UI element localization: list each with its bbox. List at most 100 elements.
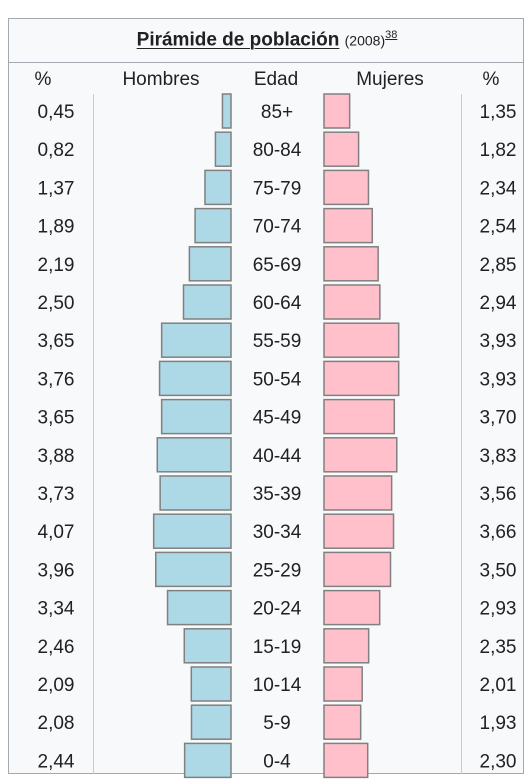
pct-hombres-label: 3,96 xyxy=(38,560,75,581)
bar-hombres-15-19 xyxy=(183,628,232,664)
pct-mujeres-label: 2,85 xyxy=(480,255,517,276)
header-mujeres: Mujeres xyxy=(356,69,424,90)
pct-hombres-label: 4,07 xyxy=(38,522,75,543)
bar-mujeres-60-64 xyxy=(323,284,381,320)
bar-mujeres-85+ xyxy=(323,93,351,129)
age-group-label: 40-44 xyxy=(253,446,302,467)
bar-hombres-40-44 xyxy=(156,437,232,473)
bar-hombres-80-84 xyxy=(214,131,232,167)
header-hombres: Hombres xyxy=(122,69,200,90)
age-group-label: 10-14 xyxy=(253,675,302,696)
age-group-label: 15-19 xyxy=(253,637,302,658)
bar-mujeres-75-79 xyxy=(323,169,370,206)
pct-hombres-label: 0,82 xyxy=(38,140,75,161)
age-group-label: 20-24 xyxy=(253,599,302,620)
bar-hombres-10-14 xyxy=(190,666,232,702)
bar-hombres-65-69 xyxy=(188,246,232,282)
pct-mujeres-label: 2,93 xyxy=(480,599,517,620)
pct-mujeres-label: 1,93 xyxy=(480,713,517,734)
bar-mujeres-65-69 xyxy=(323,246,379,282)
bar-hombres-35-39 xyxy=(159,475,232,511)
pct-mujeres-label: 3,93 xyxy=(480,369,517,390)
pct-hombres-label: 2,08 xyxy=(38,713,75,734)
pct-hombres-label: 3,65 xyxy=(38,408,75,429)
bar-mujeres-20-24 xyxy=(323,589,381,626)
chart-title: Pirámide de población (2008)38 xyxy=(9,29,525,51)
age-group-label: 80-84 xyxy=(253,140,302,161)
age-group-label: 25-29 xyxy=(253,560,302,581)
bar-mujeres-45-49 xyxy=(323,398,396,435)
bar-hombres-50-54 xyxy=(158,360,232,397)
age-group-label: 75-79 xyxy=(253,178,302,199)
header-pct-mujeres: % xyxy=(482,69,500,90)
pct-hombres-label: 2,50 xyxy=(38,293,75,314)
bar-hombres-5-9 xyxy=(190,704,232,740)
age-group-label: 35-39 xyxy=(253,484,302,505)
pct-hombres-label: 2,19 xyxy=(38,255,75,276)
age-group-label: 85+ xyxy=(261,102,293,123)
pct-hombres-label: 3,76 xyxy=(38,369,75,390)
pct-hombres-label: 3,34 xyxy=(38,599,75,620)
reference-link[interactable]: 38 xyxy=(385,29,398,41)
bar-hombres-45-49 xyxy=(160,398,232,435)
pct-hombres-label: 1,89 xyxy=(38,217,75,238)
bar-mujeres-40-44 xyxy=(323,437,398,473)
pct-mujeres-label: 2,35 xyxy=(480,637,517,658)
pct-hombres-label: 3,73 xyxy=(38,484,75,505)
pct-mujeres-label: 1,82 xyxy=(480,140,517,161)
title-divider xyxy=(9,62,523,63)
age-group-label: 65-69 xyxy=(253,255,302,276)
bar-mujeres-50-54 xyxy=(323,360,400,397)
pct-mujeres-label: 3,93 xyxy=(480,331,517,352)
age-group-label: 45-49 xyxy=(253,408,302,429)
bar-hombres-25-29 xyxy=(155,551,232,588)
title-year: (2008) xyxy=(344,32,386,49)
pct-hombres-label: 2,44 xyxy=(38,751,75,772)
pct-mujeres-label: 2,94 xyxy=(480,293,517,314)
pct-hombres-label: 2,46 xyxy=(38,637,75,658)
bar-hombres-30-34 xyxy=(152,513,232,549)
bar-mujeres-30-34 xyxy=(323,513,395,549)
age-group-label: 0-4 xyxy=(263,751,291,772)
pct-mujeres-label: 3,83 xyxy=(480,446,517,467)
bar-hombres-75-79 xyxy=(204,169,232,206)
age-group-label: 55-59 xyxy=(253,331,302,352)
pct-mujeres-label: 2,54 xyxy=(480,217,517,238)
pct-mujeres-label: 3,56 xyxy=(480,484,517,505)
pct-mujeres-label: 2,34 xyxy=(480,178,517,199)
header-pct-hombres: % xyxy=(34,69,52,90)
pct-mujeres-label: 1,35 xyxy=(480,102,517,123)
age-group-label: 5-9 xyxy=(263,713,290,734)
pct-hombres-label: 3,65 xyxy=(38,331,75,352)
pct-mujeres-label: 3,66 xyxy=(480,522,517,543)
bar-mujeres-15-19 xyxy=(323,628,370,664)
pct-hombres-label: 0,45 xyxy=(38,102,75,123)
age-group-label: 60-64 xyxy=(253,293,302,314)
pct-hombres-label: 1,37 xyxy=(38,178,75,199)
bar-mujeres-70-74 xyxy=(323,207,374,244)
bar-mujeres-0-4 xyxy=(323,742,369,779)
pct-mujeres-label: 3,70 xyxy=(480,408,517,429)
bar-hombres-20-24 xyxy=(166,589,232,626)
bar-mujeres-35-39 xyxy=(323,475,393,511)
bar-hombres-70-74 xyxy=(194,207,232,244)
pct-mujeres-label: 2,01 xyxy=(480,675,517,696)
age-group-label: 50-54 xyxy=(253,369,302,390)
title-main[interactable]: Pirámide de población xyxy=(136,29,340,51)
pct-mujeres-label: 3,50 xyxy=(480,560,517,581)
header-edad: Edad xyxy=(253,69,299,90)
pct-mujeres-label: 2,30 xyxy=(480,751,517,772)
bar-hombres-85+ xyxy=(221,93,232,129)
bar-mujeres-55-59 xyxy=(323,322,400,358)
bar-mujeres-10-14 xyxy=(323,666,363,702)
bar-hombres-60-64 xyxy=(182,284,232,320)
age-group-label: 30-34 xyxy=(253,522,302,543)
bar-hombres-55-59 xyxy=(160,322,232,358)
bar-mujeres-25-29 xyxy=(323,551,392,588)
bar-mujeres-5-9 xyxy=(323,704,362,740)
bar-hombres-0-4 xyxy=(183,742,232,779)
bar-mujeres-80-84 xyxy=(323,131,360,167)
pct-hombres-label: 3,88 xyxy=(38,446,75,467)
age-group-label: 70-74 xyxy=(253,217,302,238)
